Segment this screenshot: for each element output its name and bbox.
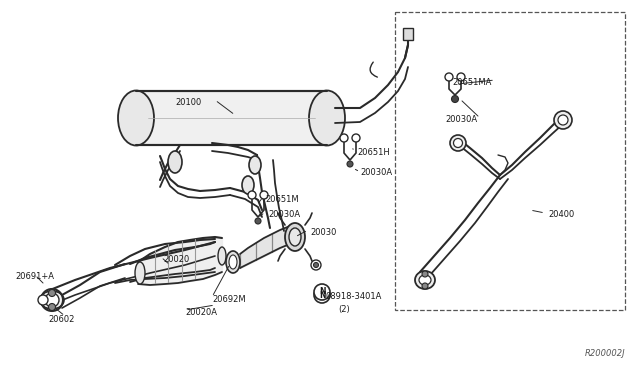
Ellipse shape — [249, 156, 261, 174]
Ellipse shape — [454, 138, 463, 148]
Ellipse shape — [135, 262, 145, 284]
Text: 08918-3401A: 08918-3401A — [325, 292, 381, 301]
Ellipse shape — [285, 223, 305, 251]
Circle shape — [445, 73, 453, 81]
Ellipse shape — [45, 293, 59, 307]
Text: 20651H: 20651H — [357, 148, 390, 157]
Bar — [395, 12, 625, 310]
Circle shape — [451, 96, 458, 103]
Circle shape — [260, 191, 268, 199]
Ellipse shape — [558, 115, 568, 125]
Ellipse shape — [419, 275, 431, 285]
Text: N: N — [319, 291, 325, 299]
Text: 20030A: 20030A — [268, 210, 300, 219]
Circle shape — [352, 134, 360, 142]
Circle shape — [49, 304, 56, 311]
Circle shape — [457, 73, 465, 81]
Text: 20651MA: 20651MA — [452, 78, 492, 87]
Text: N: N — [319, 288, 325, 296]
Circle shape — [311, 260, 321, 270]
Text: 20400: 20400 — [548, 210, 574, 219]
Ellipse shape — [450, 135, 466, 151]
Text: R200002J: R200002J — [584, 349, 625, 358]
Ellipse shape — [309, 90, 345, 145]
Text: 20692M: 20692M — [212, 295, 246, 304]
Ellipse shape — [554, 111, 572, 129]
Text: (2): (2) — [338, 305, 349, 314]
Circle shape — [314, 287, 330, 303]
Circle shape — [49, 289, 56, 296]
Text: 20020: 20020 — [163, 255, 189, 264]
Bar — [403, 28, 413, 40]
Text: 20030A: 20030A — [445, 115, 477, 124]
Ellipse shape — [415, 271, 435, 289]
Circle shape — [314, 263, 319, 267]
Ellipse shape — [229, 255, 237, 269]
Circle shape — [255, 218, 261, 224]
Circle shape — [347, 161, 353, 167]
Ellipse shape — [41, 289, 63, 311]
Circle shape — [422, 283, 428, 289]
Circle shape — [314, 284, 330, 300]
Ellipse shape — [289, 228, 301, 246]
Text: 20651M: 20651M — [265, 195, 299, 204]
Circle shape — [248, 191, 256, 199]
Bar — [136, 91, 327, 146]
Ellipse shape — [168, 151, 182, 173]
Text: 20602: 20602 — [48, 315, 74, 324]
Text: 20020A: 20020A — [185, 308, 217, 317]
Text: 20100: 20100 — [175, 98, 201, 107]
Text: 20030A: 20030A — [360, 168, 392, 177]
Ellipse shape — [226, 251, 240, 273]
Circle shape — [340, 134, 348, 142]
Circle shape — [422, 271, 428, 277]
Text: 20691+A: 20691+A — [15, 272, 54, 281]
Circle shape — [38, 295, 48, 305]
Ellipse shape — [242, 176, 254, 194]
Ellipse shape — [118, 90, 154, 145]
Text: 20030: 20030 — [310, 228, 337, 237]
Ellipse shape — [218, 247, 226, 265]
